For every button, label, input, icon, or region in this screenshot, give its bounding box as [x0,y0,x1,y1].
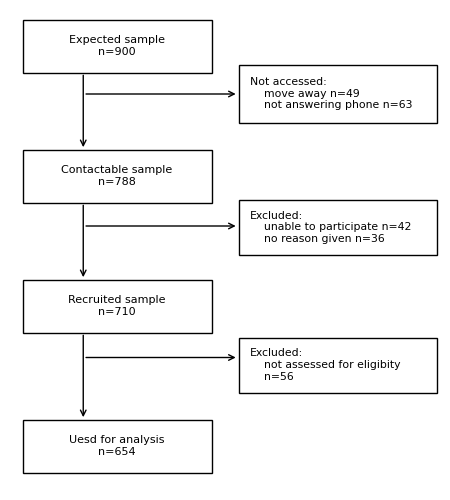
Bar [238,65,436,122]
Bar [22,20,212,72]
Bar [22,420,212,472]
Text: Contactable sample
n=788: Contactable sample n=788 [61,166,173,187]
Bar [22,150,212,203]
Text: Excluded:
    not assessed for eligibity
    n=56: Excluded: not assessed for eligibity n=5… [250,348,400,382]
Text: Excluded:
    unable to participate n=42
    no reason given n=36: Excluded: unable to participate n=42 no … [250,211,411,244]
Text: Recruited sample
n=710: Recruited sample n=710 [68,296,166,317]
Text: Expected sample
n=900: Expected sample n=900 [69,36,165,57]
Bar [238,338,436,392]
Bar [238,200,436,255]
Bar [22,280,212,332]
Text: Uesd for analysis
n=654: Uesd for analysis n=654 [69,436,165,457]
Text: Not accessed:
    move away n=49
    not answering phone n=63: Not accessed: move away n=49 not answeri… [250,77,412,110]
